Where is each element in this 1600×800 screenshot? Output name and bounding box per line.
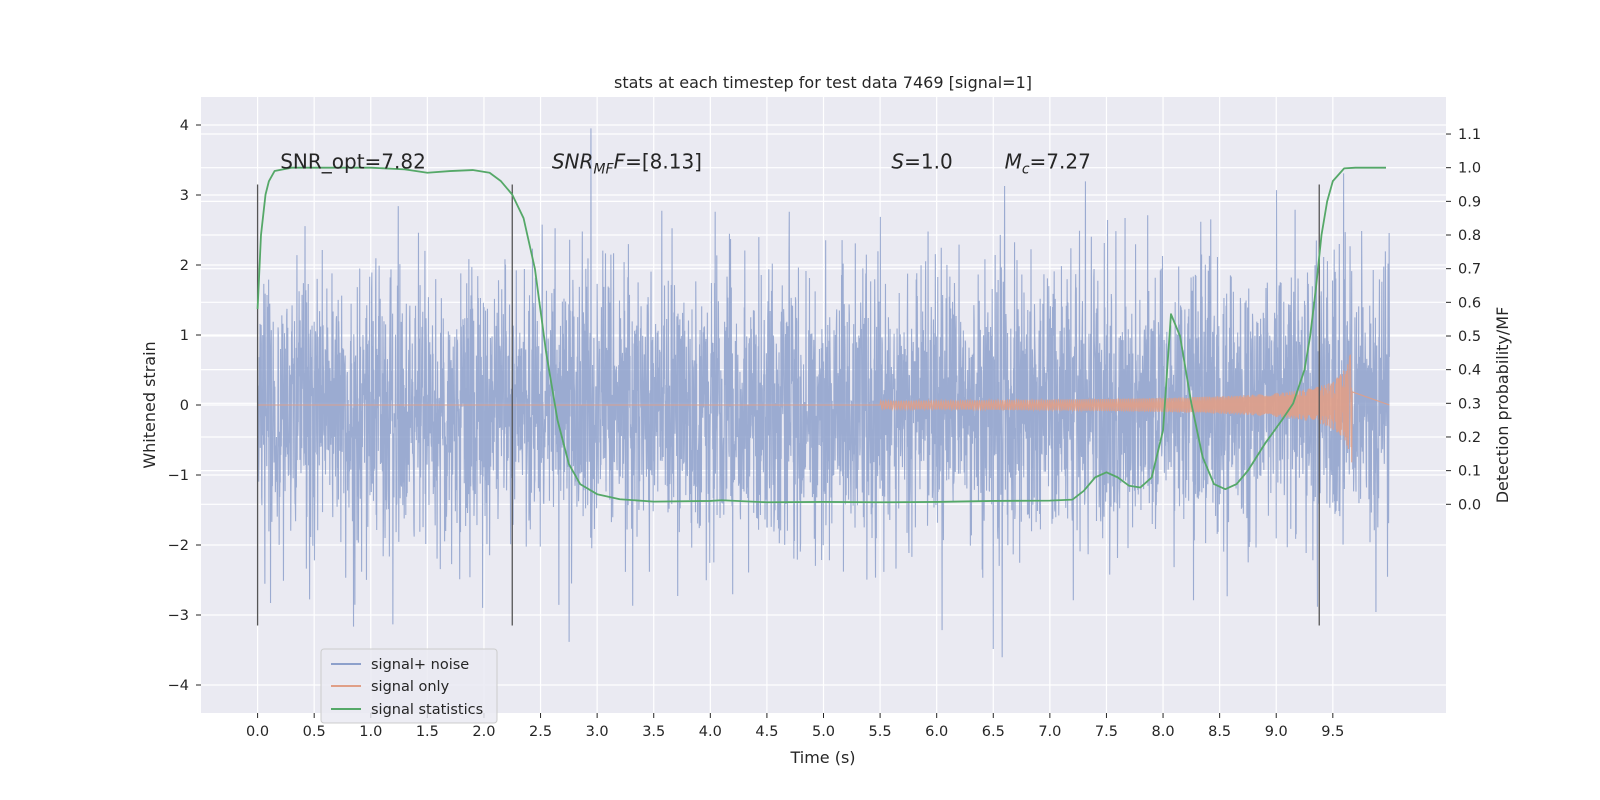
- x-tick-label: 6.5: [982, 724, 1005, 740]
- y2-tick-label: 0.2: [1458, 430, 1481, 446]
- signal-statistics-series: [256, 166, 1387, 504]
- y-tick-label: 1: [180, 328, 189, 344]
- y2-axis-label: Detection probability/MF: [1493, 307, 1512, 504]
- y-tick-label: −2: [168, 538, 189, 554]
- x-axis: 0.0 0.5 1.0 1.5 2.0 2.5 3.0 3.5 4.0 4.5 5.0 5.5 6.0 6…: [246, 713, 1344, 740]
- legend-label-signal-only: signal only: [371, 679, 450, 695]
- x-tick-label: 6.0: [925, 724, 948, 740]
- x-tick-label: 7.0: [1038, 724, 1061, 740]
- y-tick-label: 0: [180, 398, 189, 414]
- y-tick-label: 3: [180, 188, 189, 204]
- y2-tick-label: 0.1: [1458, 464, 1481, 480]
- signal-noise-series: [257, 128, 1390, 658]
- annotation: Mc=7.27: [1005, 149, 1091, 177]
- signal-only-line: [257, 354, 1390, 463]
- legend-label-signal-statistics: signal statistics: [371, 702, 483, 718]
- y-tick-label: −1: [168, 468, 189, 484]
- x-tick-label: 5.0: [812, 724, 835, 740]
- y2-tick-label: 0.8: [1458, 228, 1481, 244]
- x-tick-label: 3.0: [586, 724, 609, 740]
- x-axis-label: Time (s): [789, 748, 855, 767]
- signal-only-series: [257, 354, 1390, 463]
- x-tick-label: 3.5: [642, 724, 665, 740]
- signal-noise-line: [257, 128, 1390, 658]
- y2-tick-label: 0.0: [1458, 497, 1481, 513]
- x-tick-label: 2.5: [529, 724, 552, 740]
- y-tick-label: −3: [168, 608, 189, 624]
- y-axis-left: 4 3 2 1 0 −1 −2 −3 −4: [168, 118, 201, 694]
- y2-tick-label: 0.9: [1458, 194, 1481, 210]
- y-tick-label: 2: [180, 258, 189, 274]
- y-tick-label: −4: [168, 678, 189, 694]
- annotations: SNR_opt=7.82 SNRMFF=[8.13] S=1.0 Mc=7.27: [280, 149, 1091, 177]
- x-tick-label: 1.0: [359, 724, 382, 740]
- legend-box: [320, 648, 498, 724]
- x-tick-label: 1.5: [416, 724, 439, 740]
- annotation: S=1.0: [891, 149, 952, 173]
- chart-title: stats at each timestep for test data 746…: [614, 73, 1032, 92]
- x-tick-label: 9.0: [1265, 724, 1288, 740]
- x-tick-label: 8.0: [1152, 724, 1175, 740]
- x-tick-label: 5.5: [869, 724, 892, 740]
- x-tick-label: 8.5: [1208, 724, 1231, 740]
- x-tick-label: 4.5: [755, 724, 778, 740]
- signal-statistics-line: [256, 166, 1387, 504]
- x-tick-label: 0.0: [246, 724, 269, 740]
- y-tick-label: 4: [180, 118, 189, 134]
- x-tick-label: 7.5: [1095, 724, 1118, 740]
- y2-tick-label: 1.0: [1458, 161, 1481, 177]
- x-tick-label: 4.0: [699, 724, 722, 740]
- x-tick-label: 2.0: [472, 724, 495, 740]
- y2-tick-label: 1.1: [1458, 127, 1481, 143]
- y2-tick-label: 0.5: [1458, 329, 1481, 345]
- y2-tick-label: 0.7: [1458, 262, 1481, 278]
- y-axis-right: 1.1 1.0 0.9 0.8 0.7 0.6 0.5 0.4 0.3 0.2 0.1 0.0: [1446, 127, 1481, 513]
- x-tick-label: 9.5: [1321, 724, 1344, 740]
- legend-label-signal-noise: signal+ noise: [371, 657, 469, 673]
- annotation: SNRMFF=[8.13]: [552, 149, 702, 177]
- annotation: SNR_opt=7.82: [280, 149, 426, 173]
- legend: signal+ noise signal only signal statist…: [320, 648, 498, 724]
- y2-tick-label: 0.3: [1458, 396, 1481, 412]
- y2-tick-label: 0.6: [1458, 295, 1481, 311]
- y-axis-label: Whitened strain: [140, 341, 159, 468]
- y2-tick-label: 0.4: [1458, 363, 1481, 379]
- x-tick-label: 0.5: [303, 724, 326, 740]
